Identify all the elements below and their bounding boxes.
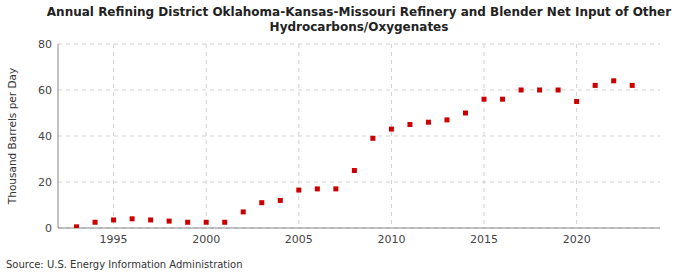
x-grid-line (484, 44, 485, 228)
source-note: Source: U.S. Energy Information Administ… (6, 259, 243, 270)
y-tick-label: 60 (38, 84, 52, 97)
point (259, 200, 264, 205)
x-tick-label: 1995 (100, 233, 128, 246)
point (593, 83, 598, 88)
y-tick-label: 0 (45, 222, 52, 235)
y-grid-line (58, 90, 660, 91)
x-tick-label: 2015 (470, 233, 498, 246)
point (185, 220, 190, 225)
point (148, 217, 153, 222)
x-tick-label: 2010 (377, 233, 405, 246)
x-axis-line (58, 228, 660, 229)
x-grid-line (206, 44, 207, 228)
point (407, 122, 412, 127)
grid (58, 44, 660, 228)
y-grid-line (58, 44, 660, 45)
point (222, 220, 227, 225)
x-tick-label: 2020 (563, 233, 591, 246)
point (74, 224, 79, 228)
point (241, 209, 246, 214)
point (444, 117, 449, 122)
point (333, 186, 338, 191)
point (500, 97, 505, 102)
point (111, 217, 116, 222)
x-tick-label: 2000 (192, 233, 220, 246)
point (630, 83, 635, 88)
y-grid-line (58, 182, 660, 183)
point (296, 188, 301, 193)
x-grid-line (391, 44, 392, 228)
y-grid-line (58, 136, 660, 137)
point (556, 88, 561, 93)
point (463, 111, 468, 116)
y-grid-line (58, 228, 660, 229)
point (537, 88, 542, 93)
point (278, 198, 283, 203)
title: Annual Refining District Oklahoma-Kansas… (47, 5, 671, 34)
y-tick-label: 80 (38, 38, 52, 51)
point (204, 220, 209, 225)
point (574, 99, 579, 104)
x-grid-line (298, 44, 299, 228)
point (315, 186, 320, 191)
y-axis-line (58, 44, 59, 228)
point (352, 168, 357, 173)
chart: Annual Refining District Oklahoma-Kansas… (0, 0, 675, 275)
point (167, 219, 172, 224)
x-grid-line (113, 44, 114, 228)
x-tick-label: 2005 (285, 233, 313, 246)
y-tick-label: 40 (38, 130, 52, 143)
point (519, 88, 524, 93)
point (482, 97, 487, 102)
point (611, 78, 616, 83)
point (93, 220, 98, 225)
point (370, 136, 375, 141)
y-tick-label: 20 (38, 176, 52, 189)
x-grid-line (576, 44, 577, 228)
y-axis-label: Thousand Barrels per Day (6, 68, 18, 205)
point (389, 127, 394, 132)
points (74, 78, 635, 228)
point (130, 216, 135, 221)
point (426, 120, 431, 125)
